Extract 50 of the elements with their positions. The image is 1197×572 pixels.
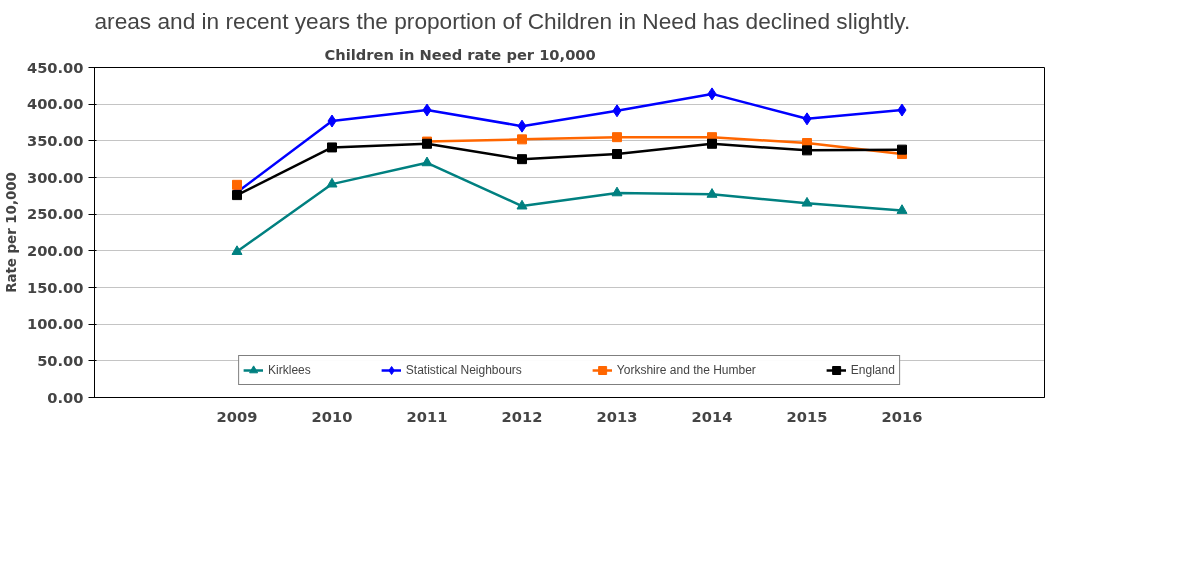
x-tick-label: 2015 xyxy=(786,407,828,425)
x-tick-label: 2016 xyxy=(881,407,923,425)
point xyxy=(516,199,528,210)
point xyxy=(612,104,622,118)
point xyxy=(897,103,907,117)
y-tick-label: 400.00 xyxy=(26,95,84,113)
point xyxy=(517,154,527,165)
point xyxy=(896,204,908,214)
point xyxy=(421,156,433,167)
point xyxy=(327,142,337,153)
y-tick-label: 100.00 xyxy=(26,315,84,333)
x-tick-label: 2011 xyxy=(406,407,448,425)
point xyxy=(517,134,527,145)
legend-label: England xyxy=(850,363,895,377)
point xyxy=(706,188,718,198)
point xyxy=(801,196,813,207)
legend-label: Yorkshire and the Humber xyxy=(616,363,756,377)
point xyxy=(612,149,622,160)
point xyxy=(232,190,242,201)
legend-label: Statistical Neighbours xyxy=(405,363,522,377)
x-tick-label: 2013 xyxy=(596,407,638,425)
point xyxy=(422,103,432,117)
x-tick-label: 2010 xyxy=(311,407,353,425)
chart-title: Children in Need rate per 10,000 xyxy=(324,45,596,63)
point xyxy=(326,177,338,188)
y-tick-label: 250.00 xyxy=(26,205,84,223)
y-tick-label: 350.00 xyxy=(26,131,84,149)
point xyxy=(707,138,717,149)
text: areas and in recent years the proportion of Children in Need has declined slightly. xyxy=(94,7,911,34)
point xyxy=(612,132,622,143)
point xyxy=(517,119,527,133)
point xyxy=(611,186,623,197)
x-tick-label: 2012 xyxy=(501,407,543,425)
y-axis-title: Rate per 10,000 xyxy=(3,172,19,293)
x-tick-label: 2014 xyxy=(691,407,733,425)
y-tick-label: 450.00 xyxy=(26,58,84,76)
point xyxy=(327,114,337,128)
point xyxy=(802,112,812,126)
y-tick-label: 300.00 xyxy=(26,168,84,186)
y-tick-label: 50.00 xyxy=(37,351,84,369)
y-tick-label: 150.00 xyxy=(26,278,84,296)
point xyxy=(802,145,812,156)
point xyxy=(231,245,243,255)
x-tick-label: 2009 xyxy=(216,407,258,425)
point xyxy=(897,144,907,155)
legend-label: Kirklees xyxy=(268,363,311,377)
point xyxy=(707,87,717,101)
y-tick-label: 0.00 xyxy=(47,388,84,406)
point xyxy=(232,179,242,190)
y-tick-label: 200.00 xyxy=(26,241,84,259)
